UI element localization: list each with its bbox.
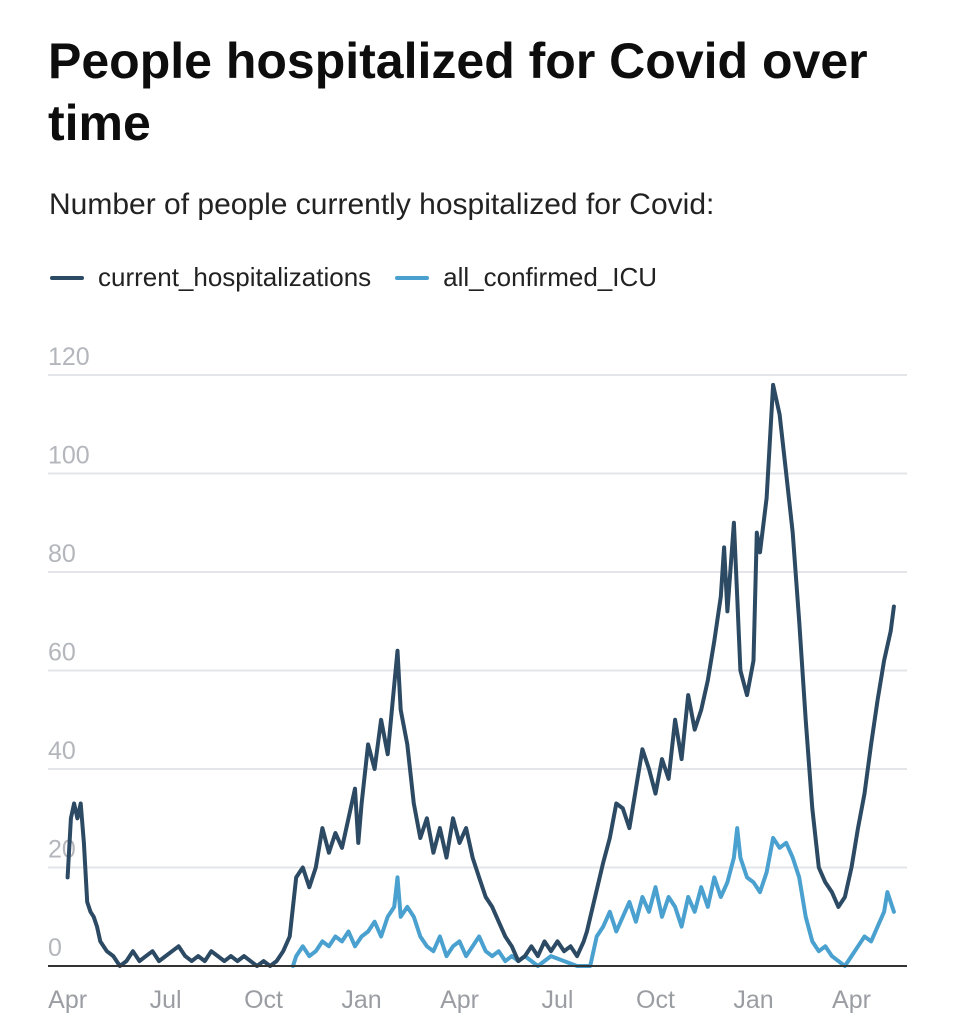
x-tick-label: Jul <box>150 986 182 1014</box>
y-tick-label: 0 <box>48 934 62 962</box>
x-tick-label: Jul <box>542 986 574 1014</box>
y-tick-label: 40 <box>48 737 76 765</box>
series-line-all-confirmed-icu <box>291 826 896 968</box>
legend-item-all-confirmed-icu: all_confirmed_ICU <box>395 262 657 293</box>
legend-item-current-hospitalizations: current_hospitalizations <box>50 262 371 293</box>
x-tick-label: Oct <box>244 986 283 1014</box>
chart-subtitle: Number of people currently hospitalized … <box>49 188 715 221</box>
legend-label-all-confirmed-icu: all_confirmed_ICU <box>443 262 658 292</box>
x-tick-label: Jan <box>733 986 773 1014</box>
x-tick-label: Apr <box>832 986 871 1014</box>
x-tick-label: Jan <box>341 986 381 1014</box>
x-tick-label: Apr <box>48 986 87 1014</box>
chart-title: People hospitalized for Covid over time <box>48 33 868 151</box>
legend-label-current-hospitalizations: current_hospitalizations <box>98 262 372 292</box>
legend-swatch-current-hospitalizations <box>50 275 84 280</box>
chart-legend: current_hospitalizations all_confirmed_I… <box>50 262 681 293</box>
gridlines <box>48 374 907 869</box>
x-tick-label: Oct <box>636 986 675 1014</box>
y-tick-label: 120 <box>48 343 90 371</box>
legend-swatch-all-confirmed-icu <box>395 275 430 280</box>
x-axis-ticks: Apr Jul Oct Jan Apr Jul Oct Jan Apr <box>48 986 871 1014</box>
series-lines <box>65 382 896 968</box>
y-tick-label: 80 <box>48 540 76 568</box>
x-tick-label: Apr <box>440 986 479 1014</box>
series-line-current-hospitalizations <box>65 382 896 968</box>
y-tick-label: 60 <box>48 639 76 667</box>
y-tick-label: 100 <box>48 442 90 470</box>
